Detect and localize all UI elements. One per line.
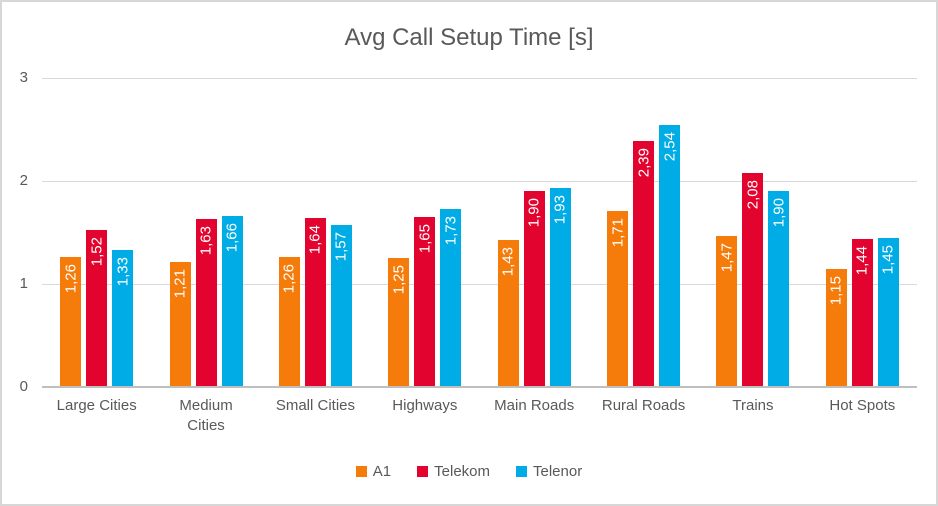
- bar-telenor: 1,57: [330, 225, 352, 387]
- bar-value-label: 1,64: [306, 225, 324, 255]
- bar-value-label: 1,45: [879, 244, 897, 274]
- x-category-label: Highways: [392, 397, 458, 414]
- bar-value-label: 2,39: [635, 147, 653, 178]
- x-axis-line: [42, 386, 917, 388]
- bar-value-label: 2,54: [661, 132, 679, 162]
- bar-a1: 1,26: [60, 257, 82, 387]
- bar-value-label: 1,25: [390, 265, 408, 295]
- bar-value-label: 1,65: [416, 224, 434, 254]
- legend-swatch-icon: [355, 466, 367, 477]
- bar-value-label: 1,43: [499, 246, 517, 276]
- bar-value-label: 1,93: [551, 195, 569, 225]
- bar-telekom: 1,64: [304, 218, 326, 387]
- gridline: [42, 180, 917, 182]
- bar-group: 1,71 2,39 2,54: [589, 78, 698, 387]
- bar-a1: 1,47: [716, 235, 738, 387]
- bar-value-label: 1,90: [770, 198, 788, 228]
- bar-a1: 1,43: [497, 239, 519, 387]
- bar-value-label: 1,21: [171, 269, 189, 299]
- y-tick-label: 2: [19, 172, 28, 189]
- bar-telekom: 1,90: [523, 191, 545, 387]
- bar-a1: 1,21: [169, 262, 191, 387]
- y-axis-tick-labels: 0 1 2 3: [2, 69, 34, 395]
- bar-value-label: 1,26: [62, 264, 80, 294]
- legend-swatch-icon: [516, 466, 527, 477]
- x-category-label: Hot Spots: [829, 397, 896, 414]
- gridline: [42, 77, 917, 79]
- bar-value-label: 1,63: [197, 226, 215, 256]
- bar-telenor: 1,66: [221, 216, 243, 387]
- bar-value-label: 1,52: [88, 237, 106, 267]
- bar-telenor: 1,73: [440, 208, 462, 387]
- bar-telekom: 1,63: [195, 219, 217, 387]
- bar-telenor: 2,54: [659, 125, 681, 387]
- bar-telenor: 1,33: [112, 250, 134, 387]
- gridline: [42, 283, 917, 285]
- bar-a1: 1,15: [825, 268, 847, 387]
- bar-value-label: 1,47: [718, 242, 736, 272]
- bar-a1: 1,25: [388, 258, 410, 387]
- legend-item-telenor: Telenor: [516, 463, 582, 480]
- bar-telenor: 1,90: [768, 191, 790, 387]
- bar-telekom: 1,52: [86, 230, 108, 387]
- bar-telekom: 1,65: [414, 217, 436, 387]
- x-category-label: Rural Roads: [601, 397, 686, 414]
- bar-group: 1,25 1,65 1,73: [370, 78, 479, 387]
- bar-a1: 1,26: [278, 257, 300, 387]
- bar-value-label: 2,08: [744, 179, 762, 209]
- bar-value-label: 1,33: [114, 257, 132, 287]
- bar-value-label: 1,71: [609, 217, 627, 248]
- bar-value-label: 1,15: [827, 275, 845, 305]
- y-tick-label: 3: [19, 69, 28, 86]
- x-category-label: Trains: [732, 397, 774, 414]
- legend-label: A1: [372, 463, 392, 480]
- bar-group: 1,43 1,90 1,93: [480, 78, 589, 387]
- y-tick-label: 1: [19, 275, 28, 292]
- y-tick-label: 0: [19, 378, 28, 395]
- bar-group: 1,15 1,44 1,45: [808, 78, 917, 387]
- x-category-label: Main Roads: [494, 397, 575, 414]
- x-category-label: Small Cities: [275, 397, 356, 414]
- bar-group: 1,47 2,08 1,90: [698, 78, 807, 387]
- bar-value-label: 1,90: [525, 198, 543, 228]
- bar-value-label: 1,57: [332, 232, 350, 262]
- bar-telekom: 1,44: [851, 238, 873, 387]
- x-axis-category-labels: Large Cities Medium Cities Small Cities Hig…: [42, 396, 917, 436]
- bar-telenor: 1,45: [877, 237, 899, 387]
- bar-a1: 1,71: [607, 210, 629, 387]
- bar-telekom: 2,39: [633, 140, 655, 387]
- legend-swatch-icon: [417, 466, 429, 477]
- chart-title: Avg Call Setup Time [s]: [344, 24, 594, 51]
- legend-item-telekom: Telekom: [417, 463, 490, 480]
- x-category-label: Medium Cities: [179, 397, 233, 434]
- bar-group: 1,26 1,52 1,33: [42, 78, 151, 387]
- bar-telenor: 1,93: [549, 188, 571, 387]
- legend-label: Telenor: [533, 463, 583, 480]
- bar-telekom: 2,08: [742, 172, 764, 387]
- bar-groups: 1,26 1,52 1,33 1,21 1,63 1,66 1,26 1,64 1,57 1,25…: [42, 78, 917, 387]
- bar-value-label: 1,44: [853, 245, 871, 275]
- bar-value-label: 1,26: [280, 264, 298, 294]
- plot-area: 1,26 1,52 1,33 1,21 1,63 1,66 1,26 1,64 1,57 1,25…: [42, 77, 917, 388]
- bar-value-label: 1,73: [442, 215, 460, 246]
- x-category-label: Large Cities: [56, 397, 137, 414]
- legend-label: Telekom: [434, 463, 490, 480]
- bar-group: 1,21 1,63 1,66: [151, 78, 260, 387]
- bar-value-label: 1,66: [223, 223, 241, 253]
- bar-group: 1,26 1,64 1,57: [261, 78, 370, 387]
- legend: A1 Telekom Telenor: [2, 463, 936, 480]
- legend-item-a1: A1: [355, 463, 392, 480]
